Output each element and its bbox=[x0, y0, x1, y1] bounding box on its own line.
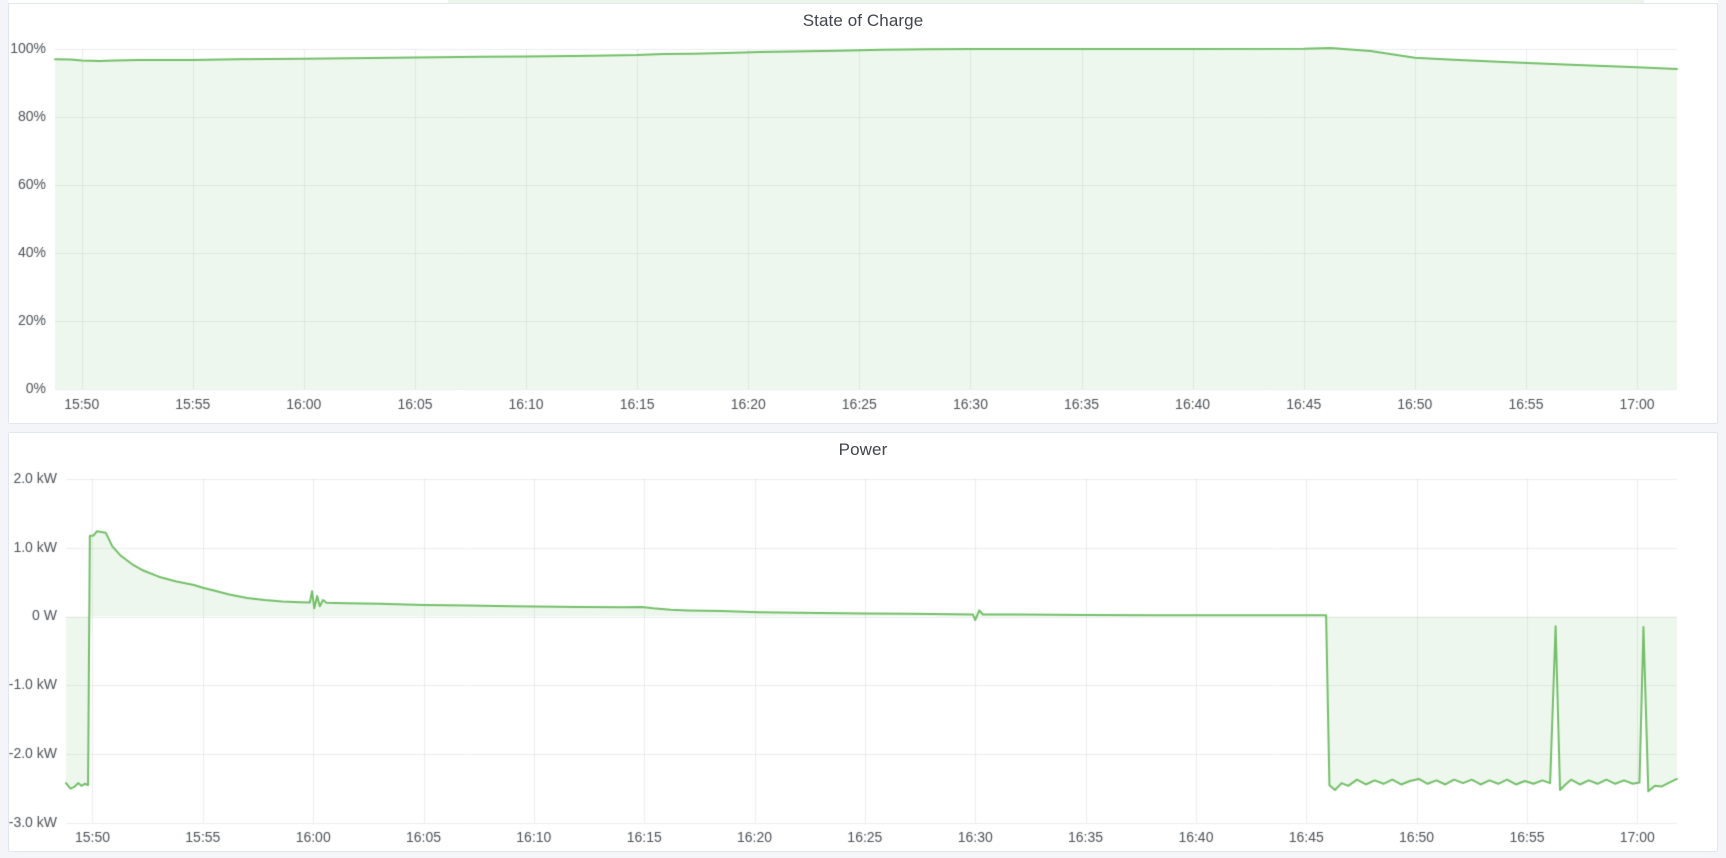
panel-state-of-charge: State of Charge bbox=[8, 3, 1718, 424]
panel-power: Power bbox=[8, 432, 1718, 852]
power-chart-canvas[interactable] bbox=[9, 433, 1717, 851]
soc-chart-canvas[interactable] bbox=[9, 4, 1717, 423]
cutoff-chart-area bbox=[448, 0, 1644, 3]
